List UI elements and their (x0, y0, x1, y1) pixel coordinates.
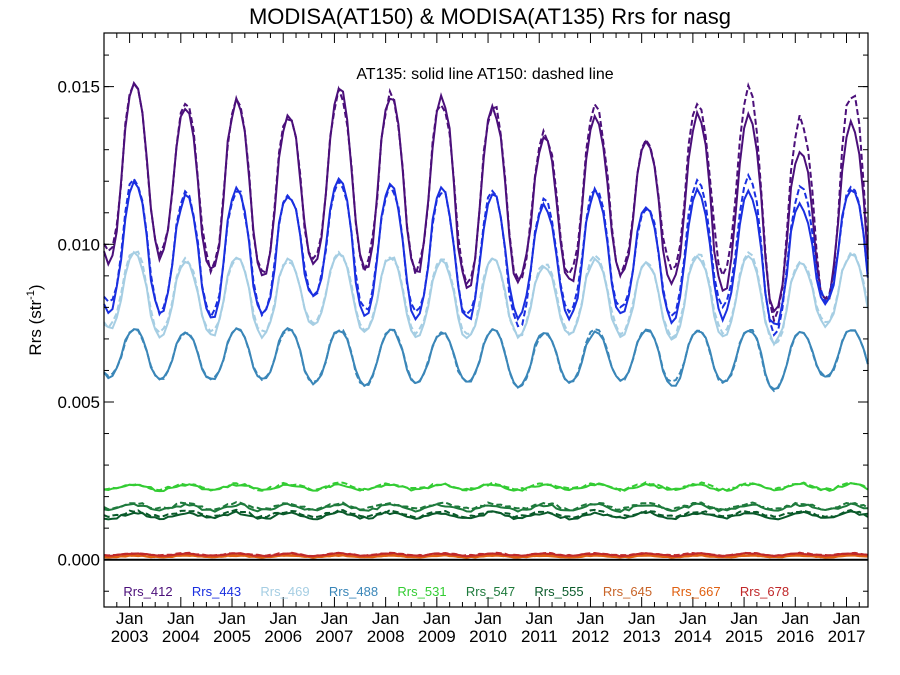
x-tick-month: Jan (628, 609, 655, 628)
x-tick-year: 2003 (111, 627, 149, 646)
y-tick-label: 0.005 (57, 393, 100, 412)
y-axis-label: Rrs (str-1) (25, 284, 45, 355)
series-line-Rrs_469-at135 (103, 250, 869, 347)
y-tick-label: 0.010 (57, 235, 100, 254)
y-axis-label-end: ) (26, 284, 45, 290)
x-tick-year: 2017 (828, 627, 866, 646)
x-tick-month: Jan (423, 609, 450, 628)
chart-title: MODISA(AT150) & MODISA(AT135) Rrs for na… (249, 4, 731, 29)
legend-entry-Rrs_531: Rrs_531 (397, 584, 446, 599)
x-tick-month: Jan (526, 609, 553, 628)
x-tick-month: Jan (577, 609, 604, 628)
axes-group: 0.0000.0050.0100.015Jan2003Jan2004Jan200… (57, 32, 869, 646)
series-line-Rrs_531-at135 (103, 481, 869, 493)
x-tick-year: 2006 (264, 627, 302, 646)
legend-entry-Rrs_443: Rrs_443 (192, 584, 241, 599)
legend-entry-Rrs_488: Rrs_488 (329, 584, 378, 599)
y-tick-label: 0.000 (57, 551, 100, 570)
x-tick-year: 2015 (725, 627, 763, 646)
series-group (103, 80, 869, 559)
x-tick-year: 2004 (162, 627, 200, 646)
x-tick-month: Jan (218, 609, 245, 628)
legend-entry-Rrs_667: Rrs_667 (671, 584, 720, 599)
x-tick-month: Jan (167, 609, 194, 628)
x-tick-month: Jan (321, 609, 348, 628)
x-tick-month: Jan (782, 609, 809, 628)
plot-frame (103, 32, 869, 608)
legend-entry-Rrs_645: Rrs_645 (603, 584, 652, 599)
series-line-Rrs_412-at135 (103, 80, 869, 314)
x-tick-month: Jan (833, 609, 860, 628)
line-style-note: AT135: solid line AT150: dashed line (356, 66, 613, 83)
series-line-Rrs_555-at135 (103, 510, 869, 521)
x-tick-year: 2009 (418, 627, 456, 646)
x-tick-year: 2012 (572, 627, 610, 646)
x-tick-month: Jan (474, 609, 501, 628)
series-line-Rrs_547-at150 (103, 501, 869, 512)
series-line-Rrs_443-at135 (103, 176, 869, 326)
x-tick-year: 2005 (213, 627, 251, 646)
x-tick-year: 2010 (469, 627, 507, 646)
legend-entry-Rrs_547: Rrs_547 (466, 584, 515, 599)
x-tick-year: 2008 (367, 627, 405, 646)
legend-entry-Rrs_469: Rrs_469 (260, 584, 309, 599)
series-line-Rrs_488-at135 (103, 327, 869, 391)
x-tick-year: 2011 (521, 627, 558, 646)
y-tick-label: 0.015 (57, 78, 100, 97)
series-line-Rrs_678-at135 (103, 551, 868, 558)
legend-entry-Rrs_412: Rrs_412 (123, 584, 172, 599)
y-axis-label-sup: -1 (25, 290, 37, 300)
legend-entry-Rrs_555: Rrs_555 (534, 584, 583, 599)
x-tick-year: 2013 (623, 627, 661, 646)
legend-entry-Rrs_678: Rrs_678 (740, 584, 789, 599)
y-axis-label-main: Rrs (str (26, 300, 45, 356)
legend-group: Rrs_412 Rrs_443 Rrs_469 Rrs_488 Rrs_531 Rrs_5… (123, 584, 789, 599)
x-tick-month: Jan (116, 609, 143, 628)
x-tick-year: 2016 (776, 627, 814, 646)
x-tick-month: Jan (730, 609, 757, 628)
series-line-Rrs_667-at135 (103, 554, 868, 559)
series-line-Rrs_555-at150 (103, 508, 868, 519)
x-tick-month: Jan (372, 609, 399, 628)
x-tick-month: Jan (679, 609, 706, 628)
x-tick-year: 2007 (316, 627, 354, 646)
series-line-Rrs_547-at135 (103, 502, 868, 513)
x-tick-month: Jan (270, 609, 297, 628)
x-tick-year: 2014 (674, 627, 712, 646)
